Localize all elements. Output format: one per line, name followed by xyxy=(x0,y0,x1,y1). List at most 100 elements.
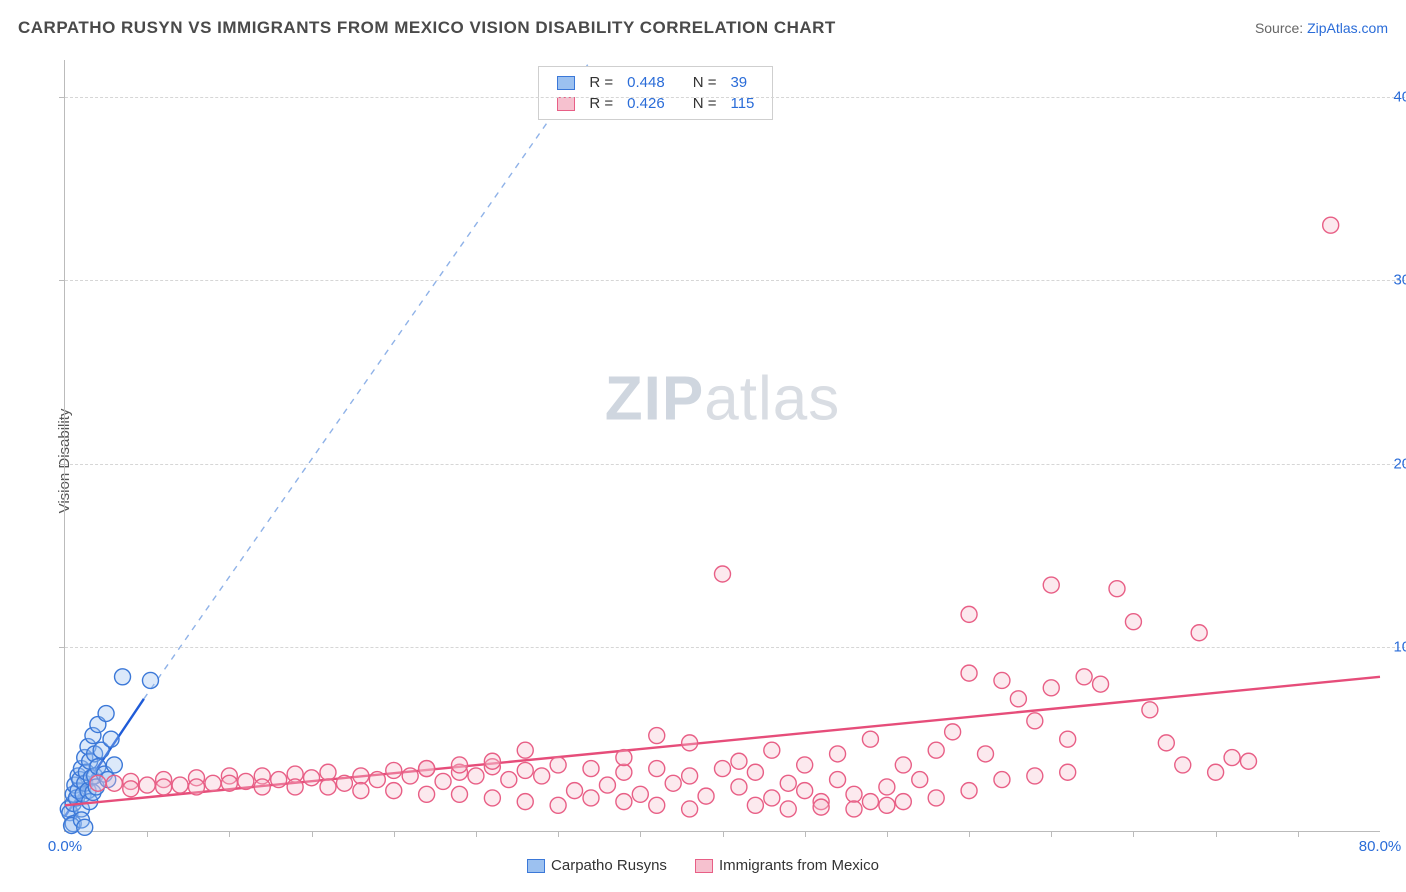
data-point-carpatho xyxy=(98,706,114,722)
x-tick-label: 0.0% xyxy=(48,838,82,855)
legend-swatch-mexico xyxy=(557,97,575,111)
data-point-mexico xyxy=(846,801,862,817)
data-point-mexico xyxy=(1043,680,1059,696)
series-legend: Carpatho Rusyns Immigrants from Mexico xyxy=(18,857,1388,874)
data-point-mexico xyxy=(813,799,829,815)
data-point-mexico xyxy=(238,773,254,789)
plot-svg xyxy=(65,60,1380,831)
y-tick-label: 10.0% xyxy=(1393,639,1406,656)
data-point-mexico xyxy=(665,775,681,791)
data-point-carpatho xyxy=(77,819,93,835)
data-point-mexico xyxy=(1208,764,1224,780)
data-point-mexico xyxy=(517,794,533,810)
data-point-mexico xyxy=(320,764,336,780)
y-tick-label: 30.0% xyxy=(1393,272,1406,289)
data-point-mexico xyxy=(731,779,747,795)
data-point-mexico xyxy=(1060,764,1076,780)
data-point-mexico xyxy=(419,786,435,802)
data-point-mexico xyxy=(682,801,698,817)
data-point-mexico xyxy=(106,775,122,791)
data-point-mexico xyxy=(123,781,139,797)
data-point-mexico xyxy=(961,606,977,622)
y-tick xyxy=(59,280,65,281)
data-point-mexico xyxy=(567,783,583,799)
data-point-mexico xyxy=(879,797,895,813)
y-tick xyxy=(59,647,65,648)
series-legend-item-carpatho: Carpatho Rusyns xyxy=(527,857,667,874)
x-tick xyxy=(1298,831,1299,837)
series-legend-item-mexico: Immigrants from Mexico xyxy=(695,857,879,874)
correlation-legend-table: R =0.448N =39R =0.426N =115 xyxy=(549,71,762,115)
chart-title: CARPATHO RUSYN VS IMMIGRANTS FROM MEXICO… xyxy=(18,18,836,38)
data-point-mexico xyxy=(452,757,468,773)
data-point-mexico xyxy=(254,779,270,795)
data-point-mexico xyxy=(632,786,648,802)
data-point-mexico xyxy=(1109,581,1125,597)
data-point-mexico xyxy=(484,790,500,806)
data-point-mexico xyxy=(1093,676,1109,692)
data-point-mexico xyxy=(994,672,1010,688)
data-point-mexico xyxy=(1060,731,1076,747)
data-point-mexico xyxy=(895,794,911,810)
x-tick xyxy=(887,831,888,837)
data-point-mexico xyxy=(879,779,895,795)
data-point-mexico xyxy=(616,764,632,780)
data-point-mexico xyxy=(517,742,533,758)
data-point-mexico xyxy=(1027,768,1043,784)
data-point-mexico xyxy=(599,777,615,793)
source-link[interactable]: ZipAtlas.com xyxy=(1307,20,1388,36)
y-tick-label: 20.0% xyxy=(1393,455,1406,472)
data-point-mexico xyxy=(1323,217,1339,233)
data-point-mexico xyxy=(945,724,961,740)
x-tick xyxy=(312,831,313,837)
series-swatch-carpatho xyxy=(527,859,545,873)
data-point-mexico xyxy=(287,779,303,795)
data-point-mexico xyxy=(320,779,336,795)
x-tick xyxy=(805,831,806,837)
data-point-mexico xyxy=(1043,577,1059,593)
data-point-mexico xyxy=(616,750,632,766)
data-point-mexico xyxy=(386,783,402,799)
data-point-mexico xyxy=(780,801,796,817)
regression-extension-carpatho xyxy=(144,60,591,699)
data-point-mexico xyxy=(862,731,878,747)
data-point-mexico xyxy=(1027,713,1043,729)
data-point-mexico xyxy=(468,768,484,784)
data-point-mexico xyxy=(369,772,385,788)
data-point-mexico xyxy=(928,742,944,758)
data-point-carpatho xyxy=(106,757,122,773)
data-point-mexico xyxy=(846,786,862,802)
data-point-mexico xyxy=(1241,753,1257,769)
data-point-mexico xyxy=(912,772,928,788)
data-point-mexico xyxy=(386,762,402,778)
data-point-mexico xyxy=(928,790,944,806)
source-attribution: Source: ZipAtlas.com xyxy=(1255,20,1388,36)
data-point-mexico xyxy=(419,761,435,777)
data-point-mexico xyxy=(156,779,172,795)
data-point-mexico xyxy=(895,757,911,773)
x-tick xyxy=(969,831,970,837)
series-label-mexico: Immigrants from Mexico xyxy=(719,857,879,874)
data-point-mexico xyxy=(1224,750,1240,766)
data-point-mexico xyxy=(649,797,665,813)
data-point-carpatho xyxy=(103,731,119,747)
y-tick xyxy=(59,464,65,465)
series-label-carpatho: Carpatho Rusyns xyxy=(551,857,667,874)
legend-r-value: 0.448 xyxy=(621,73,671,92)
data-point-mexico xyxy=(484,753,500,769)
legend-n-label: N = xyxy=(687,73,723,92)
data-point-mexico xyxy=(747,797,763,813)
x-tick xyxy=(394,831,395,837)
data-point-mexico xyxy=(764,790,780,806)
data-point-mexico xyxy=(353,768,369,784)
data-point-mexico xyxy=(715,761,731,777)
data-point-mexico xyxy=(747,764,763,780)
data-point-mexico xyxy=(649,728,665,744)
data-point-mexico xyxy=(780,775,796,791)
data-point-mexico xyxy=(1010,691,1026,707)
legend-n-value: 39 xyxy=(724,73,760,92)
data-point-mexico xyxy=(271,772,287,788)
data-point-mexico xyxy=(452,786,468,802)
gridline-h xyxy=(65,280,1406,281)
data-point-mexico xyxy=(715,566,731,582)
